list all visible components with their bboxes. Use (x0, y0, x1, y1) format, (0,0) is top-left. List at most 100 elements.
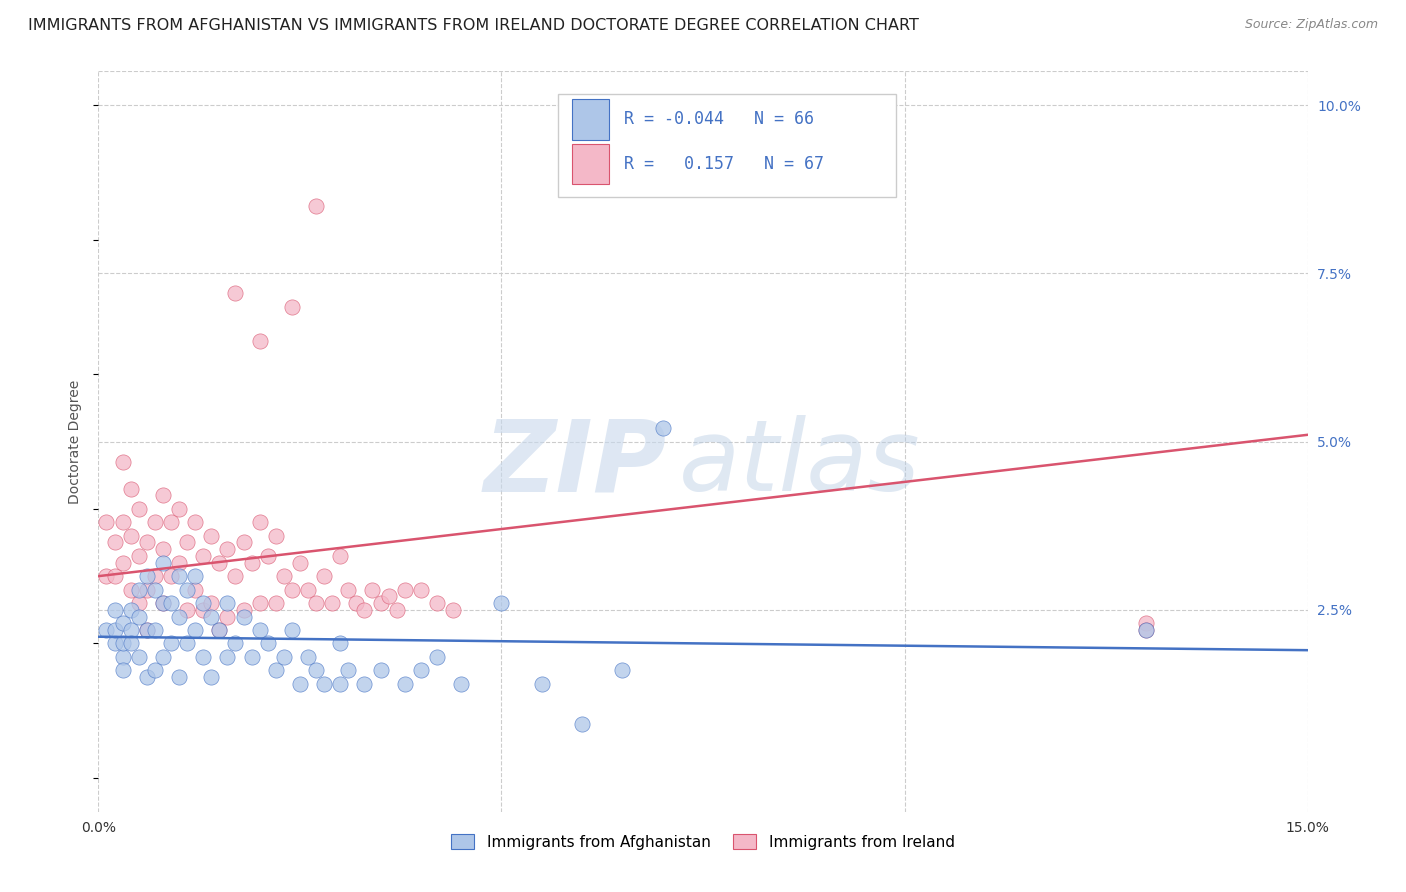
Point (184, 516, 207, 530)
FancyBboxPatch shape (572, 144, 609, 185)
Text: atlas: atlas (679, 416, 921, 512)
Point (111, 556, 134, 570)
Point (176, 582, 198, 597)
Point (337, 664, 360, 678)
Point (135, 623, 157, 637)
Point (135, 569, 157, 583)
Point (353, 603, 375, 617)
Point (297, 582, 319, 597)
Point (651, 421, 673, 435)
Point (232, 603, 254, 617)
Point (143, 623, 166, 637)
Point (329, 549, 352, 563)
Point (232, 609, 254, 624)
Point (288, 677, 311, 691)
Text: IMMIGRANTS FROM AFGHANISTAN VS IMMIGRANTS FROM IRELAND DOCTORATE DEGREE CORRELAT: IMMIGRANTS FROM AFGHANISTAN VS IMMIGRANT… (28, 18, 920, 33)
Point (111, 455, 134, 469)
Point (314, 677, 336, 691)
Point (264, 664, 287, 678)
Point (353, 677, 375, 691)
Point (426, 649, 449, 664)
Point (314, 569, 336, 583)
Point (176, 636, 198, 650)
Point (329, 677, 352, 691)
Point (152, 542, 174, 557)
Point (281, 300, 304, 314)
Point (200, 670, 222, 684)
Point (128, 596, 150, 610)
Point (120, 603, 142, 617)
Point (193, 603, 215, 617)
Point (167, 501, 190, 516)
Point (208, 623, 231, 637)
Text: ZIP: ZIP (484, 416, 666, 512)
Point (193, 649, 215, 664)
Point (1135, 623, 1157, 637)
Point (249, 623, 271, 637)
Point (249, 596, 271, 610)
Point (450, 677, 472, 691)
Point (305, 199, 328, 213)
Point (394, 677, 416, 691)
Point (120, 636, 142, 650)
Point (184, 582, 207, 597)
Point (409, 582, 432, 597)
Point (120, 482, 142, 496)
Point (321, 596, 343, 610)
Point (160, 569, 183, 583)
Point (103, 636, 125, 650)
Point (370, 664, 392, 678)
Point (128, 549, 150, 563)
Point (288, 556, 311, 570)
Point (530, 677, 553, 691)
Point (143, 664, 166, 678)
Point (167, 556, 190, 570)
Point (135, 535, 157, 549)
Point (143, 516, 166, 530)
Point (264, 596, 287, 610)
Point (167, 569, 190, 583)
Point (240, 649, 263, 664)
Point (217, 542, 239, 557)
Point (208, 623, 231, 637)
Point (224, 286, 246, 301)
Point (1135, 623, 1157, 637)
Point (409, 664, 432, 678)
Point (96, 569, 118, 583)
Point (96, 516, 118, 530)
Point (217, 609, 239, 624)
Point (152, 596, 174, 610)
Point (208, 556, 231, 570)
Point (120, 529, 142, 543)
Point (224, 636, 246, 650)
Text: R = -0.044   N = 66: R = -0.044 N = 66 (624, 111, 814, 128)
Point (152, 488, 174, 502)
Point (329, 636, 352, 650)
Point (111, 516, 134, 530)
Point (143, 569, 166, 583)
Point (103, 623, 125, 637)
Point (249, 334, 271, 348)
Point (128, 501, 150, 516)
Point (217, 649, 239, 664)
Point (394, 582, 416, 597)
Point (571, 717, 593, 731)
Point (152, 649, 174, 664)
Point (264, 529, 287, 543)
Point (249, 516, 271, 530)
Point (305, 596, 328, 610)
Text: R =   0.157   N = 67: R = 0.157 N = 67 (624, 155, 824, 173)
Point (111, 649, 134, 664)
Point (96, 623, 118, 637)
Legend: Immigrants from Afghanistan, Immigrants from Ireland: Immigrants from Afghanistan, Immigrants … (446, 828, 960, 856)
Point (224, 569, 246, 583)
Point (160, 516, 183, 530)
Point (256, 549, 278, 563)
Point (193, 549, 215, 563)
Point (184, 569, 207, 583)
Point (135, 623, 157, 637)
Point (128, 649, 150, 664)
Point (337, 582, 360, 597)
Point (160, 596, 183, 610)
Point (297, 649, 319, 664)
